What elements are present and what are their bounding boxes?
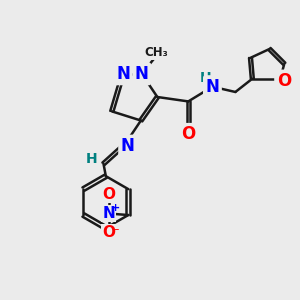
Text: CH₃: CH₃ [145, 46, 168, 59]
Text: O: O [181, 125, 195, 143]
Text: ⁻: ⁻ [112, 226, 118, 239]
Text: N: N [135, 65, 148, 83]
Text: N: N [102, 206, 115, 221]
Text: N: N [206, 78, 219, 96]
Text: O: O [277, 72, 291, 90]
Text: H: H [85, 152, 97, 166]
Text: H: H [200, 71, 212, 85]
Text: +: + [110, 203, 120, 213]
Text: N: N [121, 137, 135, 155]
Text: O: O [102, 225, 115, 240]
Text: O: O [102, 187, 115, 202]
Text: N: N [116, 65, 130, 83]
